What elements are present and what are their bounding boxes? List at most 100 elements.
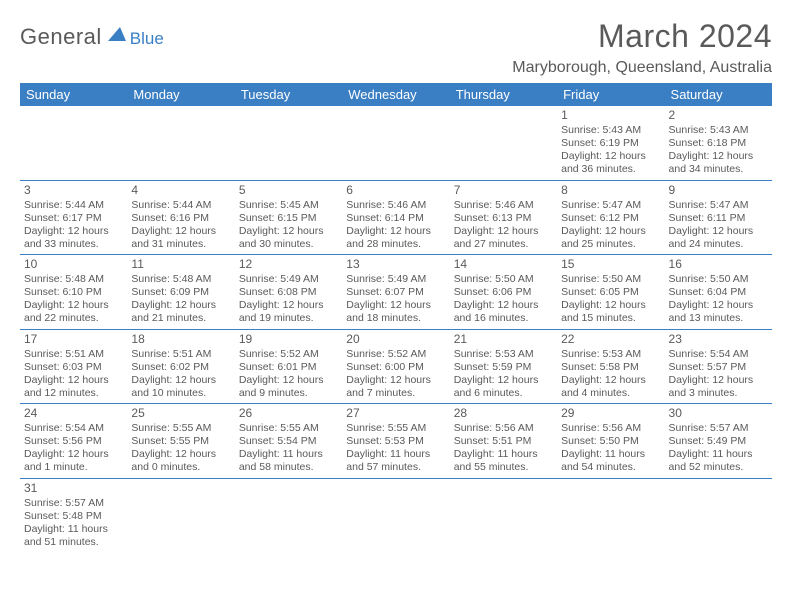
calendar-week-row: 3Sunrise: 5:44 AMSunset: 6:17 PMDaylight…: [20, 180, 772, 255]
calendar-day-cell: 23Sunrise: 5:54 AMSunset: 5:57 PMDayligh…: [665, 329, 772, 404]
calendar-day-cell: 17Sunrise: 5:51 AMSunset: 6:03 PMDayligh…: [20, 329, 127, 404]
logo: General Blue: [20, 18, 164, 50]
calendar-day-cell: 30Sunrise: 5:57 AMSunset: 5:49 PMDayligh…: [665, 404, 772, 479]
calendar-empty-cell: [127, 478, 234, 552]
calendar-week-row: 24Sunrise: 5:54 AMSunset: 5:56 PMDayligh…: [20, 404, 772, 479]
day-number: 4: [131, 183, 230, 198]
sunset-text: Sunset: 5:57 PM: [669, 361, 768, 374]
daylight-text: Daylight: 12 hours and 24 minutes.: [669, 225, 768, 251]
calendar-week-row: 1Sunrise: 5:43 AMSunset: 6:19 PMDaylight…: [20, 106, 772, 180]
daylight-text: Daylight: 12 hours and 10 minutes.: [131, 374, 230, 400]
sunset-text: Sunset: 6:09 PM: [131, 286, 230, 299]
sunset-text: Sunset: 6:00 PM: [346, 361, 445, 374]
sunrise-text: Sunrise: 5:57 AM: [669, 422, 768, 435]
sunrise-text: Sunrise: 5:54 AM: [669, 348, 768, 361]
calendar-day-cell: 8Sunrise: 5:47 AMSunset: 6:12 PMDaylight…: [557, 180, 664, 255]
calendar-day-cell: 12Sunrise: 5:49 AMSunset: 6:08 PMDayligh…: [235, 255, 342, 330]
calendar-day-cell: 10Sunrise: 5:48 AMSunset: 6:10 PMDayligh…: [20, 255, 127, 330]
sunset-text: Sunset: 6:16 PM: [131, 212, 230, 225]
calendar-day-cell: 24Sunrise: 5:54 AMSunset: 5:56 PMDayligh…: [20, 404, 127, 479]
calendar-empty-cell: [342, 106, 449, 180]
day-number: 5: [239, 183, 338, 198]
sunset-text: Sunset: 6:10 PM: [24, 286, 123, 299]
calendar-empty-cell: [20, 106, 127, 180]
daylight-text: Daylight: 12 hours and 25 minutes.: [561, 225, 660, 251]
sunrise-text: Sunrise: 5:47 AM: [561, 199, 660, 212]
sunrise-text: Sunrise: 5:50 AM: [561, 273, 660, 286]
sunset-text: Sunset: 6:11 PM: [669, 212, 768, 225]
day-number: 23: [669, 332, 768, 347]
day-number: 13: [346, 257, 445, 272]
sunrise-text: Sunrise: 5:44 AM: [131, 199, 230, 212]
day-number: 11: [131, 257, 230, 272]
calendar-day-cell: 2Sunrise: 5:43 AMSunset: 6:18 PMDaylight…: [665, 106, 772, 180]
calendar-empty-cell: [342, 478, 449, 552]
sunset-text: Sunset: 6:03 PM: [24, 361, 123, 374]
daylight-text: Daylight: 12 hours and 31 minutes.: [131, 225, 230, 251]
calendar-day-cell: 27Sunrise: 5:55 AMSunset: 5:53 PMDayligh…: [342, 404, 449, 479]
day-number: 8: [561, 183, 660, 198]
calendar-day-cell: 29Sunrise: 5:56 AMSunset: 5:50 PMDayligh…: [557, 404, 664, 479]
daylight-text: Daylight: 12 hours and 27 minutes.: [454, 225, 553, 251]
calendar-table: SundayMondayTuesdayWednesdayThursdayFrid…: [20, 83, 772, 552]
day-number: 1: [561, 108, 660, 123]
calendar-day-cell: 1Sunrise: 5:43 AMSunset: 6:19 PMDaylight…: [557, 106, 664, 180]
sunset-text: Sunset: 6:17 PM: [24, 212, 123, 225]
sunset-text: Sunset: 6:04 PM: [669, 286, 768, 299]
daylight-text: Daylight: 12 hours and 15 minutes.: [561, 299, 660, 325]
sunset-text: Sunset: 6:08 PM: [239, 286, 338, 299]
day-number: 2: [669, 108, 768, 123]
calendar-day-cell: 7Sunrise: 5:46 AMSunset: 6:13 PMDaylight…: [450, 180, 557, 255]
daylight-text: Daylight: 11 hours and 52 minutes.: [669, 448, 768, 474]
day-number: 9: [669, 183, 768, 198]
calendar-empty-cell: [665, 478, 772, 552]
sunrise-text: Sunrise: 5:56 AM: [561, 422, 660, 435]
logo-text-general: General: [20, 24, 102, 50]
calendar-day-cell: 21Sunrise: 5:53 AMSunset: 5:59 PMDayligh…: [450, 329, 557, 404]
daylight-text: Daylight: 12 hours and 36 minutes.: [561, 150, 660, 176]
day-number: 19: [239, 332, 338, 347]
sunrise-text: Sunrise: 5:46 AM: [454, 199, 553, 212]
calendar-header-row: SundayMondayTuesdayWednesdayThursdayFrid…: [20, 83, 772, 106]
day-number: 18: [131, 332, 230, 347]
header: General Blue March 2024 Maryborough, Que…: [20, 18, 772, 77]
day-number: 7: [454, 183, 553, 198]
calendar-week-row: 10Sunrise: 5:48 AMSunset: 6:10 PMDayligh…: [20, 255, 772, 330]
daylight-text: Daylight: 12 hours and 19 minutes.: [239, 299, 338, 325]
day-number: 28: [454, 406, 553, 421]
calendar-day-cell: 25Sunrise: 5:55 AMSunset: 5:55 PMDayligh…: [127, 404, 234, 479]
calendar-day-cell: 18Sunrise: 5:51 AMSunset: 6:02 PMDayligh…: [127, 329, 234, 404]
daylight-text: Daylight: 12 hours and 21 minutes.: [131, 299, 230, 325]
sunrise-text: Sunrise: 5:43 AM: [561, 124, 660, 137]
sunset-text: Sunset: 6:19 PM: [561, 137, 660, 150]
sunset-text: Sunset: 6:01 PM: [239, 361, 338, 374]
sunrise-text: Sunrise: 5:44 AM: [24, 199, 123, 212]
sunset-text: Sunset: 5:56 PM: [24, 435, 123, 448]
day-number: 22: [561, 332, 660, 347]
sunrise-text: Sunrise: 5:46 AM: [346, 199, 445, 212]
calendar-empty-cell: [450, 478, 557, 552]
daylight-text: Daylight: 11 hours and 55 minutes.: [454, 448, 553, 474]
daylight-text: Daylight: 12 hours and 9 minutes.: [239, 374, 338, 400]
calendar-day-cell: 5Sunrise: 5:45 AMSunset: 6:15 PMDaylight…: [235, 180, 342, 255]
calendar-empty-cell: [557, 478, 664, 552]
sunrise-text: Sunrise: 5:56 AM: [454, 422, 553, 435]
daylight-text: Daylight: 12 hours and 18 minutes.: [346, 299, 445, 325]
sunset-text: Sunset: 5:59 PM: [454, 361, 553, 374]
calendar-day-cell: 3Sunrise: 5:44 AMSunset: 6:17 PMDaylight…: [20, 180, 127, 255]
day-number: 10: [24, 257, 123, 272]
daylight-text: Daylight: 12 hours and 0 minutes.: [131, 448, 230, 474]
daylight-text: Daylight: 12 hours and 33 minutes.: [24, 225, 123, 251]
sunset-text: Sunset: 5:58 PM: [561, 361, 660, 374]
day-number: 27: [346, 406, 445, 421]
weekday-header: Wednesday: [342, 83, 449, 106]
calendar-day-cell: 28Sunrise: 5:56 AMSunset: 5:51 PMDayligh…: [450, 404, 557, 479]
sunset-text: Sunset: 6:13 PM: [454, 212, 553, 225]
sunset-text: Sunset: 5:51 PM: [454, 435, 553, 448]
calendar-empty-cell: [450, 106, 557, 180]
day-number: 14: [454, 257, 553, 272]
sunset-text: Sunset: 5:49 PM: [669, 435, 768, 448]
weekday-header: Sunday: [20, 83, 127, 106]
sunrise-text: Sunrise: 5:51 AM: [131, 348, 230, 361]
daylight-text: Daylight: 12 hours and 16 minutes.: [454, 299, 553, 325]
